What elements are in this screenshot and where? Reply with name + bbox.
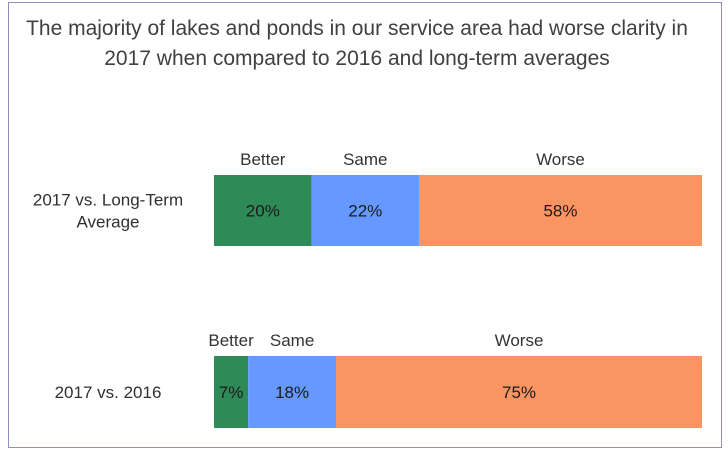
bar-segment-same bbox=[311, 175, 419, 246]
data-label-same: 22% bbox=[348, 202, 382, 221]
data-label-better: 7% bbox=[219, 383, 244, 402]
segment-name-label-better: Better bbox=[240, 150, 286, 169]
segment-name-label-same: Same bbox=[270, 331, 314, 350]
bar-segment-worse bbox=[336, 356, 702, 428]
segment-name-label-better: Better bbox=[208, 331, 254, 350]
data-label-worse: 75% bbox=[502, 383, 536, 402]
segment-name-label-same: Same bbox=[343, 150, 387, 169]
segment-name-label-worse: Worse bbox=[536, 150, 585, 169]
category-label-line: Average bbox=[76, 213, 139, 232]
bar-segment-same bbox=[248, 356, 336, 428]
data-label-same: 18% bbox=[275, 383, 309, 402]
category-label-line: 2017 vs. 2016 bbox=[55, 383, 162, 402]
bars-layer: 2017 vs. Long-Term Average Better 20% Same 22… bbox=[33, 150, 702, 428]
bar-segment-better bbox=[214, 356, 249, 428]
category-label: 2017 vs. 2016 bbox=[55, 383, 162, 402]
chart-title-line-2: 2017 when compared to 2016 and long-term… bbox=[104, 47, 610, 70]
category-label: 2017 vs. Long-Term Average bbox=[33, 191, 183, 232]
chart-title: The majority of lakes and ponds in our s… bbox=[12, 14, 702, 74]
bar-segment-worse bbox=[418, 175, 702, 246]
chart-title-line-1: The majority of lakes and ponds in our s… bbox=[26, 17, 688, 40]
data-label-better: 20% bbox=[246, 202, 280, 221]
category-label-line: 2017 vs. Long-Term bbox=[33, 191, 183, 210]
segment-name-label-worse: Worse bbox=[495, 331, 544, 350]
data-label-worse: 58% bbox=[543, 202, 577, 221]
bar-segment-better bbox=[214, 175, 312, 246]
